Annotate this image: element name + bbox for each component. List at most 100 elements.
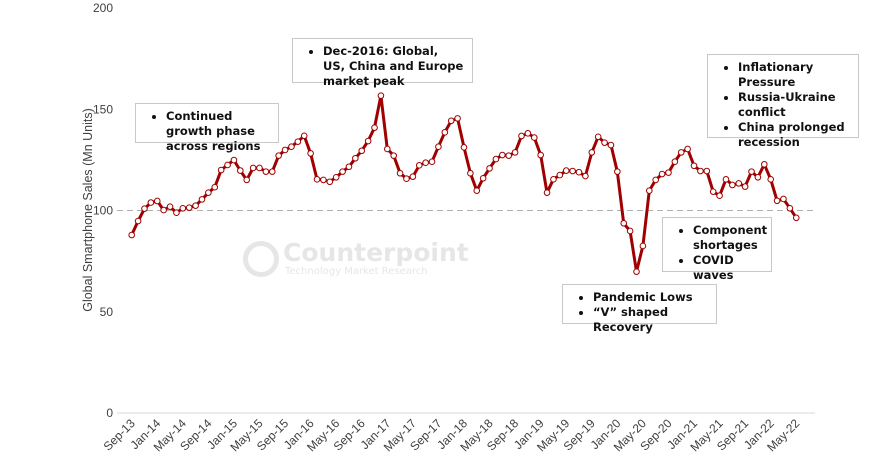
data-point — [792, 214, 800, 222]
data-point — [320, 176, 327, 184]
data-point — [166, 203, 174, 210]
annotation-growth: Continued growth phase across regions — [135, 103, 279, 153]
counterpoint-logo-icon — [243, 241, 279, 277]
data-point — [607, 141, 615, 149]
annotation-item: Continued growth phase across regions — [166, 109, 270, 154]
data-point — [435, 143, 442, 151]
data-point — [658, 170, 666, 178]
data-point — [332, 173, 340, 181]
data-point — [709, 188, 717, 195]
data-point — [134, 217, 142, 225]
y-tick-label: 150 — [93, 102, 113, 116]
data-point — [511, 149, 519, 156]
data-point — [185, 204, 193, 211]
data-point — [205, 189, 212, 196]
data-point — [147, 199, 155, 206]
data-point — [460, 144, 468, 151]
data-point — [396, 169, 404, 177]
data-point — [268, 168, 276, 175]
data-point — [224, 161, 231, 169]
data-point — [243, 176, 251, 184]
data-point — [358, 147, 366, 155]
data-point — [173, 209, 180, 217]
data-point — [473, 187, 481, 194]
data-point — [530, 134, 538, 141]
data-point — [352, 154, 359, 162]
data-point — [569, 167, 576, 175]
data-point — [575, 168, 583, 176]
data-point — [620, 219, 628, 227]
data-point — [754, 173, 762, 181]
data-point — [198, 196, 206, 203]
data-point — [364, 137, 372, 145]
watermark-brand: Counterpoint — [283, 238, 469, 267]
data-point — [671, 158, 679, 165]
data-point — [486, 165, 493, 172]
data-point — [562, 167, 570, 174]
data-point — [697, 167, 704, 175]
annotation-covid: Component shortages COVID waves — [662, 217, 772, 282]
data-point — [492, 155, 500, 163]
data-point — [262, 168, 270, 175]
data-point — [479, 175, 487, 182]
annotation-peak: Dec-2016: Global, US, China and Europe m… — [292, 38, 473, 88]
annotation-item: Inflationary Pressure — [738, 60, 850, 90]
data-point — [499, 151, 506, 159]
data-point — [741, 183, 749, 190]
data-point — [275, 152, 282, 159]
y-tick-label: 50 — [100, 305, 114, 319]
data-point — [645, 187, 653, 194]
data-point — [281, 146, 289, 154]
data-point — [160, 206, 167, 214]
data-point — [748, 168, 755, 175]
annotation-item: China prolonged recession — [738, 120, 850, 150]
data-point — [537, 151, 544, 159]
data-point — [614, 168, 621, 175]
data-point — [326, 178, 334, 186]
data-point — [153, 197, 161, 205]
annotation-item: “V” shaped Recovery — [593, 305, 708, 335]
annotation-item: Pandemic Lows — [593, 290, 708, 305]
data-point — [690, 162, 698, 170]
data-point — [780, 195, 787, 203]
data-point — [313, 176, 321, 183]
data-point — [447, 117, 455, 125]
data-point — [767, 176, 775, 183]
data-point — [128, 231, 135, 239]
data-point — [505, 152, 513, 159]
data-point — [371, 124, 378, 131]
data-point — [684, 145, 691, 153]
data-point — [141, 205, 148, 212]
data-point — [192, 202, 199, 209]
annotation-item: Russia-Ukraine conflict — [738, 90, 850, 120]
data-point — [256, 164, 263, 172]
data-point — [409, 173, 417, 180]
data-point — [403, 175, 410, 183]
data-point — [307, 150, 314, 157]
data-point — [415, 162, 423, 169]
annotation-item: Component shortages — [693, 223, 767, 253]
data-point — [652, 176, 659, 184]
data-point — [639, 242, 647, 250]
data-point — [524, 130, 532, 137]
annotation-pandemic: Pandemic Lows “V” shaped Recovery — [562, 284, 717, 334]
data-point — [377, 92, 385, 99]
data-point — [217, 166, 225, 174]
y-tick-label: 100 — [93, 204, 113, 218]
data-point — [300, 132, 308, 140]
data-point — [786, 204, 794, 212]
data-point — [230, 156, 238, 164]
data-point — [518, 132, 525, 140]
data-point — [703, 167, 711, 175]
data-point — [179, 204, 187, 212]
data-point — [588, 149, 596, 156]
data-point — [428, 158, 436, 165]
annotation-item: Dec-2016: Global, US, China and Europe m… — [323, 44, 464, 89]
data-point — [582, 172, 589, 180]
data-point — [761, 161, 768, 168]
data-point — [384, 145, 391, 153]
annotation-item: COVID waves — [693, 253, 763, 283]
data-point — [729, 181, 736, 189]
data-point — [422, 159, 429, 167]
data-point — [390, 152, 397, 159]
